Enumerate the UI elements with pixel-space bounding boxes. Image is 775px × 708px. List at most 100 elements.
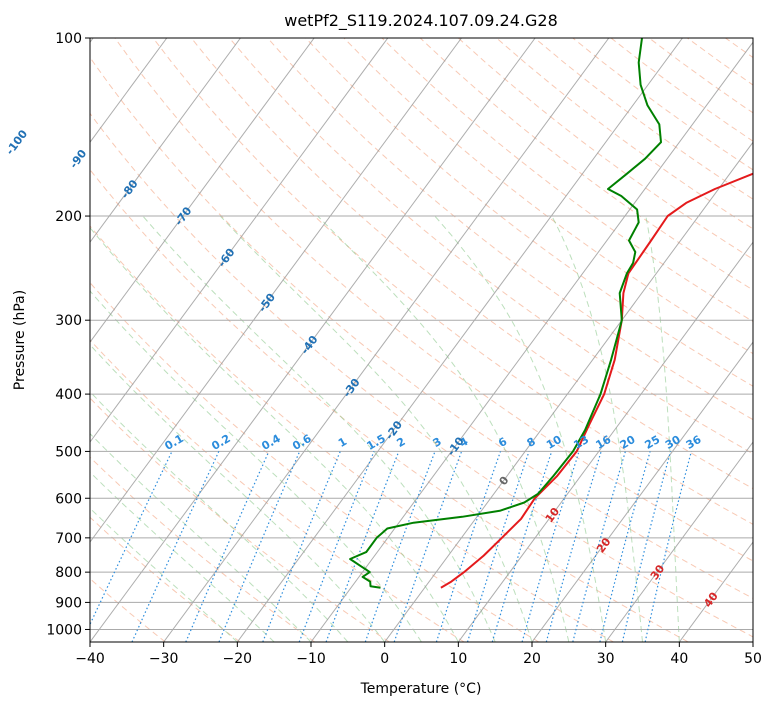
mixing-ratio-line (90, 451, 173, 626)
dry-adiabat (381, 38, 753, 323)
x-tick-label: 50 (744, 651, 762, 667)
mixing-ratio-line (364, 451, 436, 642)
isotherm-line (605, 441, 753, 642)
isotherm-label: 10 (543, 505, 563, 525)
mixing-ratio-label: 0.6 (290, 432, 314, 453)
isotherm-line (531, 341, 753, 642)
x-tick-label: −30 (149, 651, 179, 667)
y-tick-label: 200 (55, 209, 82, 225)
isotherm-line (90, 38, 389, 443)
isotherm-label: -100 (3, 127, 30, 157)
mixing-ratio-line (262, 451, 341, 642)
mixing-ratio-line (185, 451, 270, 642)
moist-adiabat (90, 507, 238, 642)
y-tick-label: 600 (55, 491, 82, 507)
dry-adiabat (725, 38, 753, 59)
isotherm-label: 40 (701, 590, 721, 610)
mixing-ratio-label: 25 (642, 433, 662, 452)
dry-adiabat (90, 578, 166, 642)
mixing-ratio-label: 30 (663, 433, 683, 452)
mixing-ratio-label: 0.1 (163, 432, 186, 453)
dry-adiabat (90, 456, 315, 642)
temperature-profile-line (440, 172, 753, 589)
x-tick-label: 40 (670, 651, 688, 667)
x-tick-label: −10 (296, 651, 326, 667)
isotherm-line (90, 38, 462, 543)
dry-adiabat (267, 38, 753, 421)
moist-adiabat (90, 290, 422, 642)
dry-adiabat (90, 168, 689, 642)
dry-adiabat (152, 38, 753, 525)
plot-frame (89, 37, 754, 643)
moist-adiabat (90, 391, 349, 642)
y-tick-label: 800 (55, 565, 82, 581)
background-lines (90, 38, 775, 642)
x-tick-label: 0 (380, 651, 389, 667)
mixing-ratio-line (393, 451, 463, 642)
isotherm-label: -90 (67, 147, 89, 171)
moist-adiabat (645, 215, 680, 642)
isotherm-label: -70 (172, 204, 194, 228)
y-tick-label: 1000 (46, 622, 82, 638)
y-tick-label: 300 (55, 313, 82, 329)
mixing-ratio-line (644, 451, 692, 642)
mixing-ratio-line (466, 451, 530, 642)
mixing-ratio-line (621, 451, 672, 642)
x-axis-label: Temperature (°C) (360, 681, 482, 697)
dry-adiabat (229, 38, 753, 455)
isotherm-line (90, 38, 315, 343)
mixing-ratio-line (599, 451, 651, 642)
x-tick-label: 30 (597, 651, 615, 667)
axis-ticks: −40 −30 −20 −10 0 10 20 30 40 5010020030040050060… (46, 31, 762, 667)
mixing-ratio-label: 1 (336, 435, 349, 450)
y-axis-label: Pressure (hPa) (12, 290, 28, 390)
isotherm-line (236, 38, 683, 642)
mixing-ratio-label: 36 (684, 433, 704, 452)
mixing-ratio-line (298, 451, 375, 642)
isotherm-line (457, 241, 753, 642)
mixing-ratio-label: 0.2 (209, 432, 232, 453)
dry-adiabat (343, 38, 753, 355)
y-tick-label: 100 (55, 31, 82, 47)
mixing-ratio-line (572, 451, 626, 642)
mixing-ratio-line (521, 451, 580, 642)
moist-adiabat (551, 215, 643, 642)
isotherm-label: -40 (298, 333, 320, 357)
isotherm-line (678, 541, 753, 642)
dry-adiabat (90, 112, 753, 638)
isotherm-label: -30 (340, 376, 362, 400)
dry-adiabat (90, 397, 390, 642)
mixing-ratio-line (545, 451, 602, 642)
isotherm-label: 0 (497, 474, 512, 488)
dry-adiabat (90, 225, 614, 642)
profile-series (349, 38, 753, 589)
mixing-ratio-label: 0.4 (259, 432, 283, 453)
moist-adiabat (219, 215, 533, 642)
x-tick-label: −40 (75, 651, 105, 667)
y-tick-label: 900 (55, 595, 82, 611)
chart-title: wetPf2_S119.2024.107.09.24.G28 (284, 11, 558, 31)
isotherm-label: -80 (118, 177, 140, 201)
y-tick-label: 700 (55, 531, 82, 547)
y-tick-label: 400 (55, 387, 82, 403)
dry-adiabat (305, 38, 753, 387)
dry-adiabat (190, 38, 753, 490)
dry-adiabat (419, 38, 753, 291)
x-tick-label: −20 (223, 651, 253, 667)
mixing-ratio-line (435, 451, 502, 642)
dry-adiabat (764, 38, 775, 642)
mixing-ratio-label: 6 (496, 435, 509, 450)
isotherm-line (90, 38, 168, 144)
isotherm-label: -50 (256, 291, 278, 315)
dry-adiabat (90, 516, 241, 642)
isotherm-line (310, 41, 753, 642)
isotherm-line (163, 38, 610, 642)
dry-adiabat (687, 38, 753, 86)
mixing-ratio-line (325, 451, 400, 642)
isotherm-line (384, 141, 753, 642)
mixing-ratio-line (218, 451, 301, 642)
mixing-ratio-line (491, 451, 553, 642)
dry-adiabat (496, 38, 753, 230)
dry-adiabat (114, 38, 753, 562)
